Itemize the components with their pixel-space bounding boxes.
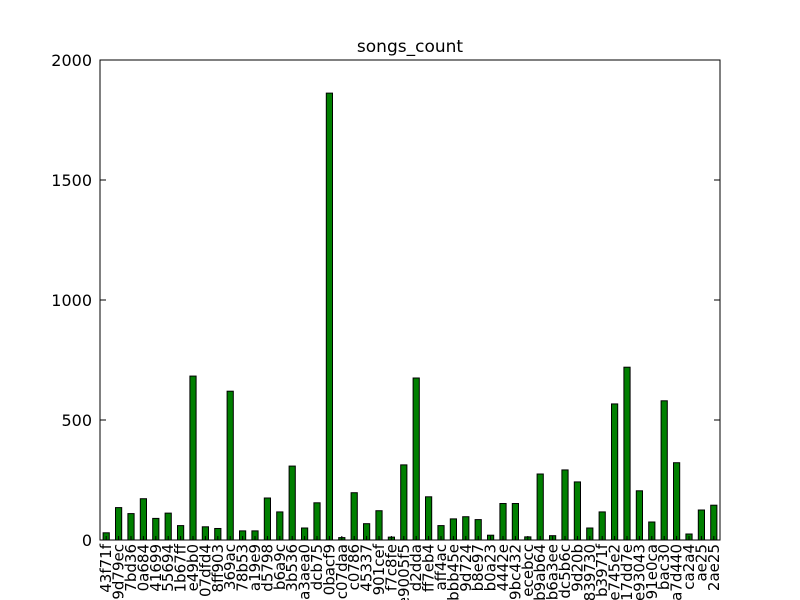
x-tick-label: d5798 (258, 544, 276, 592)
x-tick-label: 901cef (370, 543, 388, 595)
x-tick-label: 839730 (581, 544, 599, 600)
x-tick-label: e9005f5 (395, 544, 413, 600)
x-tick-label: b0a23 (482, 544, 500, 591)
bar (288, 465, 296, 541)
x-tick-label: a3aea0 (296, 544, 314, 600)
x-tick-label: 8ff903 (209, 544, 227, 593)
bar (611, 403, 619, 541)
x-tick-label: e745e2 (606, 544, 624, 600)
bar (660, 400, 668, 541)
x-tick-label: 9d20b (568, 544, 586, 592)
y-tick-label: 1500 (51, 171, 92, 190)
x-tick-label: dcb75 (308, 544, 326, 590)
bar (598, 511, 606, 541)
bars-group (102, 92, 718, 541)
x-tick-label: d2dda (407, 544, 425, 591)
bar (164, 512, 172, 541)
x-tick-label: ecebcc (519, 544, 537, 597)
x-tick-label: aff4ac (432, 544, 450, 591)
y-tick-label: 0 (82, 531, 92, 550)
x-tick-label: 9d79ec (110, 544, 128, 600)
x-tick-label: b9ab64 (531, 544, 549, 600)
x-tick-label: 78b53 (234, 544, 252, 592)
x-tick-label: ff7eb4 (420, 544, 438, 592)
bar (635, 490, 643, 541)
x-tick-label: ae25 (692, 544, 710, 582)
x-tick-label: 41699 (147, 544, 165, 592)
x-tick-label: 43f71f (97, 543, 115, 592)
y-tick-label: 500 (61, 411, 92, 430)
bar (276, 511, 284, 541)
bar (226, 390, 234, 541)
x-tick-label: 4442e (494, 544, 512, 591)
bar (561, 469, 569, 541)
x-tick-label: 9d724 (457, 544, 475, 592)
bar (400, 464, 408, 541)
x-tick-label: a19e9 (246, 544, 264, 591)
bar (673, 462, 681, 541)
x-tick-label: dc5b6c (556, 544, 574, 599)
x-tick-label: c07daa (333, 544, 351, 599)
x-tick-label: c0786 (345, 544, 363, 590)
chart-title: songs_count (357, 37, 463, 57)
bar (313, 502, 321, 541)
x-tick-label: b6a9c (271, 544, 289, 590)
bar (499, 503, 507, 541)
bar (710, 504, 718, 541)
x-tick-label: ca2a4 (680, 544, 698, 590)
bar (425, 496, 433, 541)
bar (511, 503, 519, 541)
x-tick-label: 9bc432 (506, 544, 524, 600)
x-tick-label: b8e97 (469, 544, 487, 591)
x-tick-label: 0bacf9 (320, 544, 338, 595)
bar (139, 498, 148, 541)
x-tick-label: 1b67ff (172, 543, 190, 592)
x-tick-label: 2ae25 (705, 544, 723, 591)
x-tick-label: e49b0 (184, 544, 202, 591)
plot-frame (99, 59, 721, 541)
y-tick-label: 2000 (51, 51, 92, 70)
x-tick-label: 369ac (221, 544, 239, 590)
x-tick-label: a7d440 (668, 544, 686, 600)
bar (573, 481, 581, 541)
x-tick-label: 55694 (159, 544, 177, 592)
y-axis: 0 500 1000 1500 2000 (51, 51, 720, 550)
bar (263, 497, 271, 541)
x-tick-label: 3b536 (283, 544, 301, 592)
x-tick-label: b3971f (593, 543, 611, 597)
bar (115, 507, 123, 541)
y-tick-label: 1000 (51, 291, 92, 310)
x-tick-label: b6a3ee (544, 544, 562, 600)
bar (412, 377, 420, 541)
x-tick-label: 7bd36 (122, 544, 140, 592)
x-tick-label: e93043 (630, 544, 648, 600)
x-tick-label: bac30 (655, 544, 673, 590)
x-tick-label: 0a684 (134, 544, 152, 591)
x-tick-label: 17dd7e (618, 544, 636, 600)
x-tick-label: 91e0ca (643, 544, 661, 599)
bar (697, 509, 705, 541)
bar (375, 510, 383, 541)
x-tick-label: f7c8fe (382, 544, 400, 591)
bar (325, 92, 333, 541)
bar (189, 375, 197, 541)
x-tick-label: bbb45e (444, 544, 462, 600)
x-tick-label: 45337 (358, 544, 376, 592)
bar (536, 473, 544, 541)
bar (350, 492, 358, 541)
x-tick-label: 07dfd4 (196, 544, 214, 597)
bar (623, 366, 631, 541)
x-axis: 43f71f9d79ec7bd360a68441699556941b67ffe4… (97, 536, 723, 600)
